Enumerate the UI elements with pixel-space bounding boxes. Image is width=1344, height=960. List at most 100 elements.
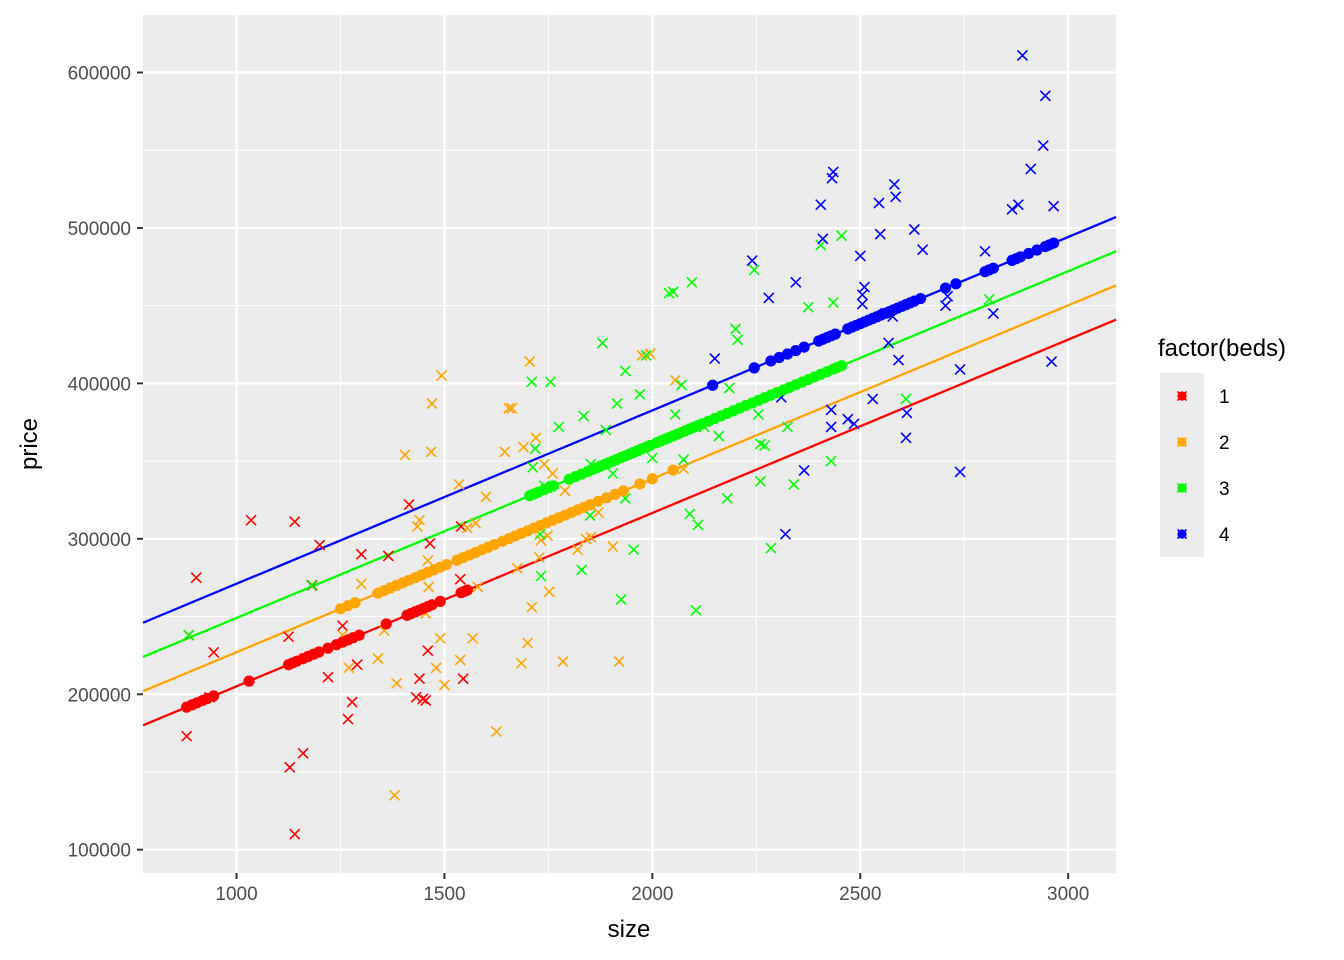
legend-key-cross-beds-4 xyxy=(1176,528,1188,540)
observed-point-beds-2 xyxy=(399,449,411,461)
observed-point-beds-3 xyxy=(576,564,588,576)
observed-point-beds-3 xyxy=(684,508,696,520)
y-axis: 100000 200000 300000 400000 500000 600000 xyxy=(68,64,143,862)
y-tick-label: 300000 xyxy=(68,530,131,551)
observed-point-beds-3 xyxy=(723,382,735,394)
observed-point-beds-2 xyxy=(389,789,401,801)
x-tick-label: 1500 xyxy=(423,884,465,905)
observed-point-beds-2 xyxy=(430,662,442,674)
fitted-point-beds-4 xyxy=(829,328,841,340)
observed-point-beds-1 xyxy=(190,572,202,584)
observed-point-beds-4 xyxy=(842,413,854,425)
observed-point-beds-1 xyxy=(289,828,301,840)
observed-point-beds-2 xyxy=(613,656,625,668)
observed-point-beds-3 xyxy=(667,286,679,298)
observed-point-beds-2 xyxy=(467,632,479,644)
minor-gridlines xyxy=(143,15,1116,873)
observed-point-beds-2 xyxy=(506,402,518,414)
observed-point-beds-4 xyxy=(763,292,775,304)
observed-point-beds-4 xyxy=(790,276,802,288)
observed-point-beds-1 xyxy=(454,573,466,585)
observed-point-beds-2 xyxy=(511,562,523,574)
observed-point-beds-2 xyxy=(559,485,571,497)
observed-point-beds-2 xyxy=(453,478,465,490)
fitted-point-beds-4 xyxy=(939,282,952,294)
observed-point-beds-4 xyxy=(825,404,837,416)
observed-point-beds-3 xyxy=(646,452,658,464)
fitted-point-beds-1 xyxy=(380,618,392,630)
observed-point-beds-3 xyxy=(721,492,733,504)
observed-point-beds-2 xyxy=(543,586,555,598)
observed-point-beds-1 xyxy=(457,673,469,685)
observed-point-beds-3 xyxy=(900,393,912,405)
fitted-point-beds-4 xyxy=(950,278,962,290)
observed-point-beds-4 xyxy=(1045,356,1058,368)
legend-key-cross-beds-2 xyxy=(1176,436,1188,448)
observed-point-beds-3 xyxy=(675,379,688,391)
observed-point-beds-2 xyxy=(607,541,619,553)
observed-point-beds-2 xyxy=(592,506,604,518)
observed-point-beds-2 xyxy=(426,398,438,410)
fitted-point-beds-2 xyxy=(617,485,629,497)
observed-point-beds-4 xyxy=(709,352,721,365)
observed-point-beds-4 xyxy=(746,255,758,267)
fitted-point-beds-1 xyxy=(243,675,255,687)
observed-point-beds-4 xyxy=(1012,199,1024,211)
observed-point-beds-3 xyxy=(759,439,771,452)
observed-point-beds-3 xyxy=(628,544,640,556)
observed-point-beds-1 xyxy=(342,713,354,725)
observed-point-beds-4 xyxy=(901,407,913,419)
x-tick-label: 2500 xyxy=(839,884,881,905)
observed-point-beds-2 xyxy=(530,432,542,444)
observed-point-beds-2 xyxy=(677,463,690,475)
major-gridlines xyxy=(143,15,1116,873)
observed-point-beds-4 xyxy=(954,363,966,375)
fitted-point-beds-1 xyxy=(208,690,220,702)
observed-point-beds-4 xyxy=(779,528,791,540)
observed-point-beds-1 xyxy=(382,550,394,562)
fitted-points xyxy=(181,237,1060,713)
fitted-point-beds-2 xyxy=(634,478,646,490)
fitted-point-beds-4 xyxy=(1048,237,1060,249)
observed-point-beds-4 xyxy=(848,418,860,430)
observed-point-beds-3 xyxy=(584,509,596,522)
observed-point-beds-3 xyxy=(669,408,681,421)
observed-point-beds-3 xyxy=(526,376,538,388)
observed-point-beds-3 xyxy=(553,421,565,433)
observed-point-beds-3 xyxy=(305,579,317,592)
observed-point-beds-1 xyxy=(314,539,326,551)
observed-point-beds-2 xyxy=(538,458,550,470)
x-axis-title: size xyxy=(608,916,651,943)
observed-point-beds-1 xyxy=(208,646,220,658)
fitted-point-beds-4 xyxy=(798,341,810,353)
observed-point-beds-3 xyxy=(752,408,764,421)
observed-point-beds-2 xyxy=(435,370,448,382)
fitted-point-beds-2 xyxy=(646,473,658,485)
observed-point-beds-3 xyxy=(754,475,767,487)
observed-point-beds-3 xyxy=(535,570,547,582)
observed-point-beds-1 xyxy=(282,631,295,643)
observed-point-beds-4 xyxy=(987,307,999,320)
observed-point-beds-4 xyxy=(892,354,905,366)
y-tick-label: 600000 xyxy=(68,64,131,85)
observed-point-beds-4 xyxy=(917,244,929,256)
y-tick-label: 200000 xyxy=(68,685,131,706)
fitted-point-beds-1 xyxy=(353,629,365,641)
observed-point-beds-2 xyxy=(425,446,437,458)
observed-point-beds-1 xyxy=(289,516,301,528)
observed-point-beds-2 xyxy=(669,374,681,386)
observed-point-beds-3 xyxy=(690,604,702,616)
observed-point-beds-2 xyxy=(372,652,384,665)
observed-point-beds-2 xyxy=(461,522,473,534)
observed-point-beds-3 xyxy=(748,264,760,276)
fitted-point-beds-1 xyxy=(434,595,446,607)
observed-point-beds-3 xyxy=(713,430,725,442)
observed-point-beds-3 xyxy=(607,467,619,480)
y-tick-label: 400000 xyxy=(68,374,131,395)
observed-point-beds-2 xyxy=(438,679,451,691)
observed-point-beds-2 xyxy=(413,514,426,526)
observed-point-beds-3 xyxy=(802,301,814,313)
observed-point-beds-4 xyxy=(873,197,885,209)
panel-background xyxy=(143,15,1116,873)
observed-point-beds-2 xyxy=(434,632,446,644)
